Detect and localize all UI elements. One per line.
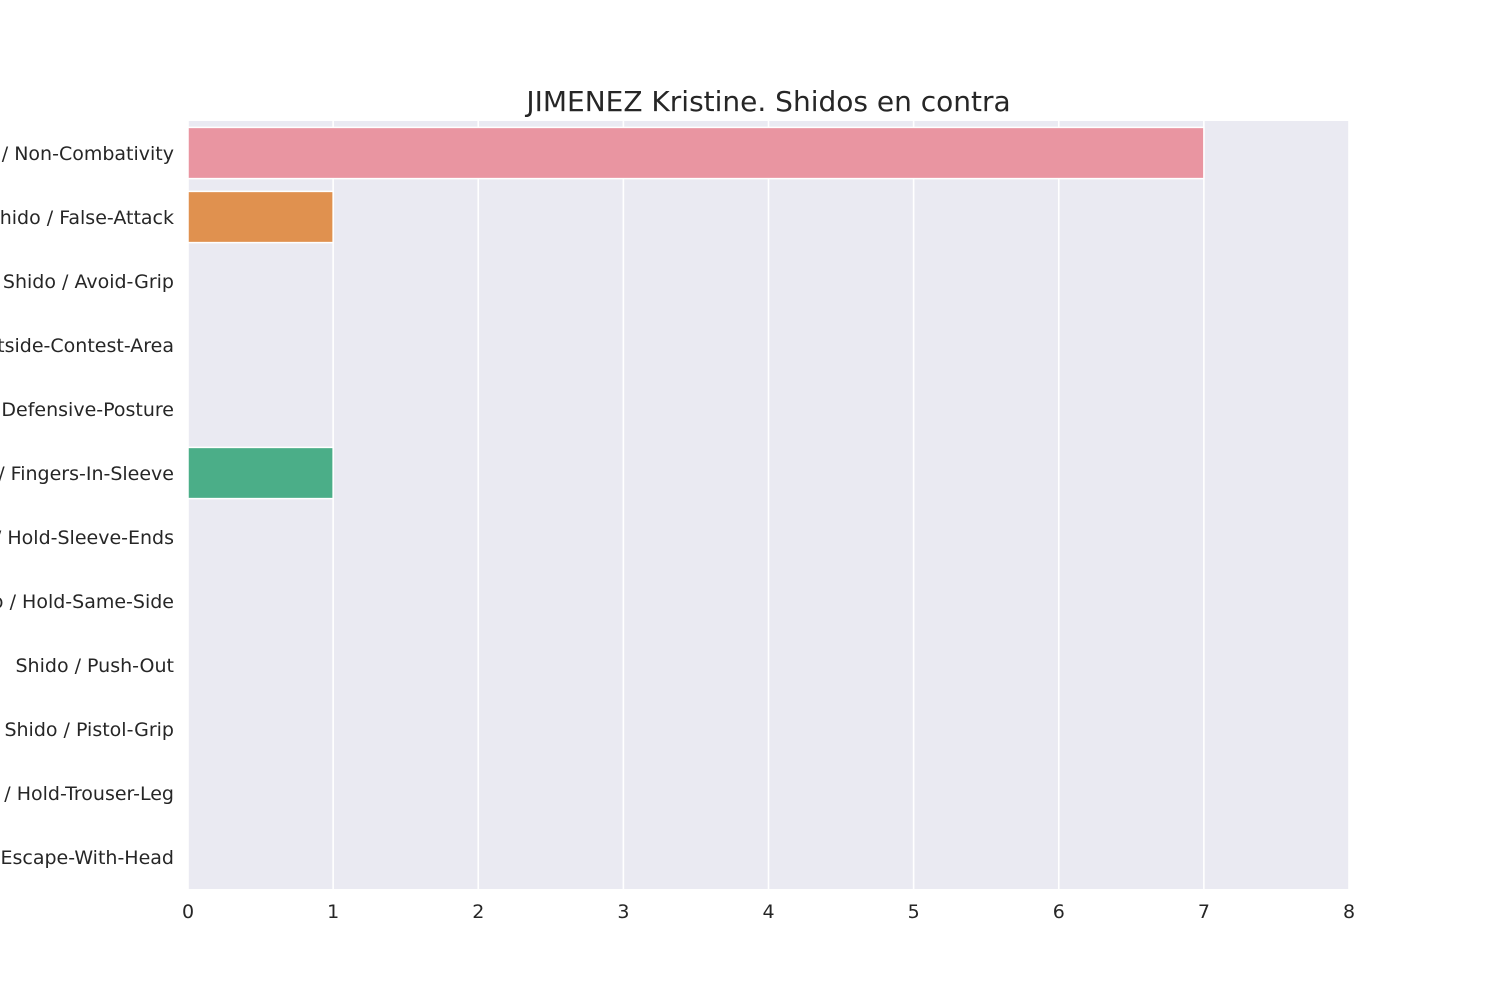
y-tick-label: Shido / Defensive-Posture [0,399,174,421]
chart-title: JIMENEZ Kristine. Shidos en contra [524,85,1010,118]
x-tick-label: 7 [1198,901,1210,923]
y-tick-label: Shido / Avoid-Grip [3,271,174,293]
x-tick-label: 5 [908,901,920,923]
y-tick-label: Shido / Hold-Same-Side [0,591,174,613]
bar [187,126,1205,180]
y-tick-label: Shido / Hold-Sleeve-Ends [0,527,174,549]
bar [187,446,334,500]
x-tick-label: 8 [1343,901,1355,923]
y-tick-labels: Shido / Non-Combativity Shido / False-Att… [0,143,174,869]
x-tick-label: 4 [762,901,774,923]
y-tick-label: Shido / Pistol-Grip [4,719,174,741]
bars [187,126,1205,500]
gridlines [187,121,1350,889]
x-tick-label: 0 [182,901,194,923]
y-tick-label: Shido / Fingers-In-Sleeve [0,463,174,485]
y-tick-label: Shido / Non-Combativity [0,143,174,165]
y-tick-label: Shido / Hold-Trouser-Leg [0,783,174,805]
bar [187,190,334,244]
x-tick-label: 2 [472,901,484,923]
x-tick-label: 1 [327,901,339,923]
y-tick-label: Shido / Outside-Contest-Area [0,335,174,357]
x-tick-labels: 0 1 2 3 4 5 6 7 8 [182,901,1355,923]
y-tick-label: Shido / Escape-With-Head [0,847,174,869]
x-tick-label: 3 [617,901,629,923]
y-tick-label: Shido / False-Attack [0,207,174,229]
y-tick-label: Shido / Push-Out [16,655,175,677]
x-tick-label: 6 [1053,901,1065,923]
